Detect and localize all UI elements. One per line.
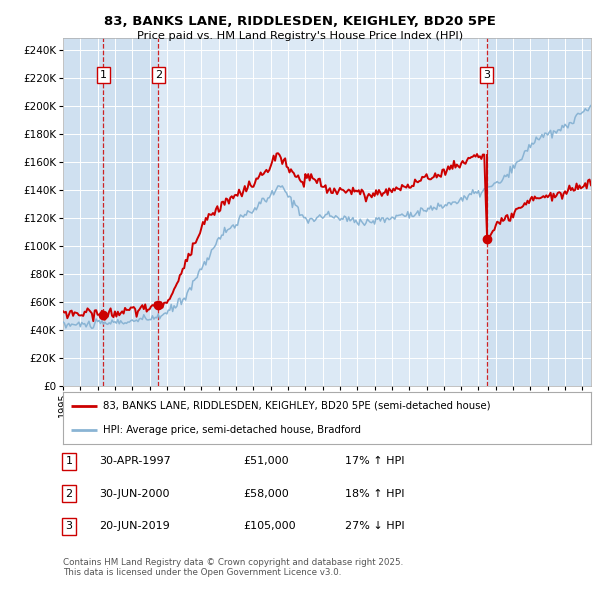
Text: 3: 3 <box>65 522 73 531</box>
Text: 20-JUN-2019: 20-JUN-2019 <box>99 522 170 531</box>
Text: 30-APR-1997: 30-APR-1997 <box>99 457 171 466</box>
Bar <box>158 38 487 386</box>
Bar <box>103 38 158 386</box>
Text: 17% ↑ HPI: 17% ↑ HPI <box>345 457 404 466</box>
Text: 30-JUN-2000: 30-JUN-2000 <box>99 489 170 499</box>
Bar <box>487 38 591 386</box>
Text: 18% ↑ HPI: 18% ↑ HPI <box>345 489 404 499</box>
Text: 83, BANKS LANE, RIDDLESDEN, KEIGHLEY, BD20 5PE (semi-detached house): 83, BANKS LANE, RIDDLESDEN, KEIGHLEY, BD… <box>103 401 490 411</box>
Text: 2: 2 <box>65 489 73 499</box>
Text: 2: 2 <box>155 70 162 80</box>
Text: 1: 1 <box>65 457 73 466</box>
Text: 3: 3 <box>483 70 490 80</box>
Text: 27% ↓ HPI: 27% ↓ HPI <box>345 522 404 531</box>
Text: Contains HM Land Registry data © Crown copyright and database right 2025.
This d: Contains HM Land Registry data © Crown c… <box>63 558 403 577</box>
Text: HPI: Average price, semi-detached house, Bradford: HPI: Average price, semi-detached house,… <box>103 425 361 435</box>
Text: £51,000: £51,000 <box>243 457 289 466</box>
Text: 1: 1 <box>100 70 107 80</box>
Text: Price paid vs. HM Land Registry's House Price Index (HPI): Price paid vs. HM Land Registry's House … <box>137 31 463 41</box>
Text: £58,000: £58,000 <box>243 489 289 499</box>
Text: £105,000: £105,000 <box>243 522 296 531</box>
Text: 83, BANKS LANE, RIDDLESDEN, KEIGHLEY, BD20 5PE: 83, BANKS LANE, RIDDLESDEN, KEIGHLEY, BD… <box>104 15 496 28</box>
Bar <box>63 38 103 386</box>
